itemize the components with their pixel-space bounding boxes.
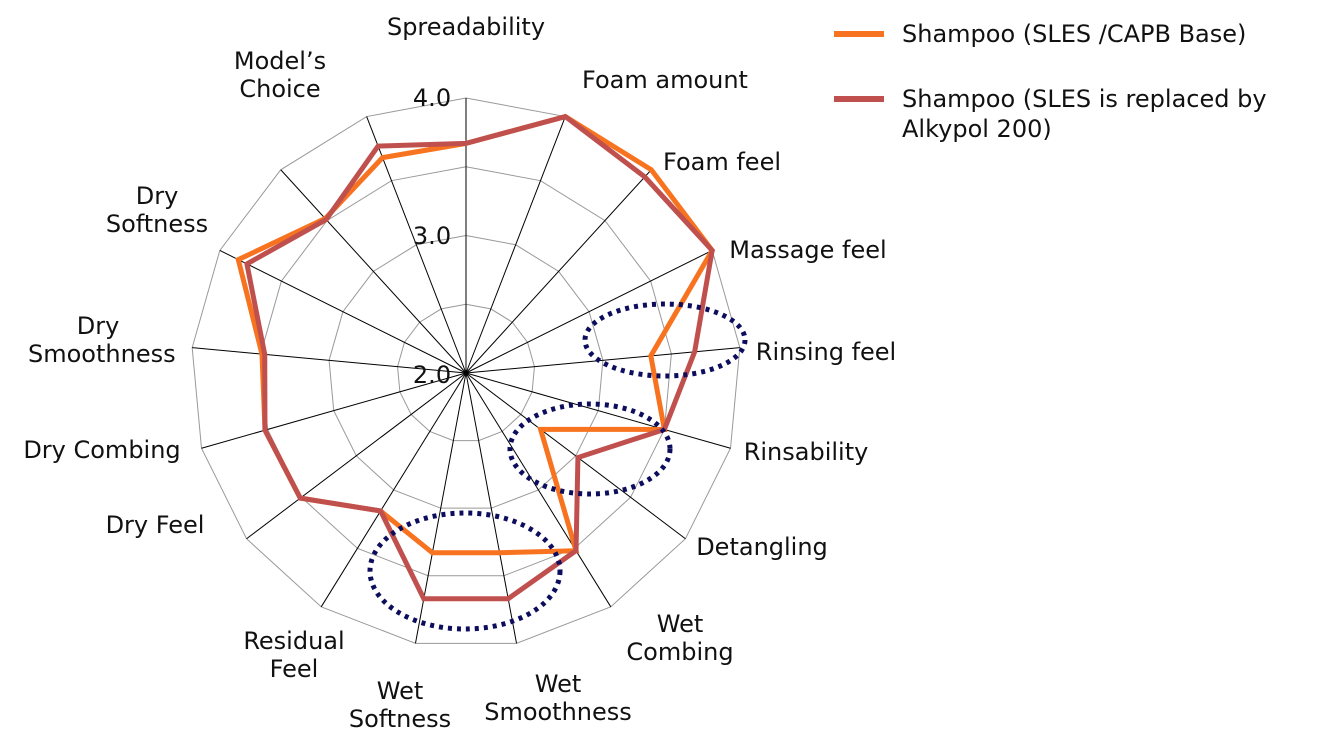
category-label: Wet Softness <box>348 677 452 731</box>
spoke <box>246 372 467 540</box>
category-label: Dry Feel <box>105 511 205 539</box>
category-label: Rinsability <box>743 438 869 466</box>
legend-label: Shampoo (SLES /CAPB Base) <box>902 20 1247 48</box>
spoke <box>465 372 731 449</box>
highlight-ellipse <box>507 401 673 497</box>
series-line <box>244 113 715 602</box>
spoke <box>320 372 467 608</box>
category-label: Massage feel <box>729 236 887 264</box>
spoke <box>201 372 467 449</box>
category-label: Spreadability <box>386 13 546 41</box>
grid-ring <box>260 166 672 577</box>
grid-ring <box>328 234 604 509</box>
highlight-ellipse <box>582 301 748 379</box>
highlight-ellipse <box>367 510 563 632</box>
category-label: Detangling <box>696 533 828 561</box>
tick-label: 4.0 <box>412 84 452 112</box>
spoke <box>280 169 467 374</box>
category-label: Dry Smoothness <box>28 312 176 368</box>
category-label: Wet Combing <box>626 610 734 666</box>
category-label: Residual Feel <box>243 627 345 683</box>
spoke <box>465 116 566 374</box>
category-label: Foam amount <box>582 66 748 94</box>
spoke <box>219 249 467 374</box>
legend-label: Shampoo (SLES is replaced by Alkypol 200… <box>902 85 1267 143</box>
tick-label: 2.0 <box>412 361 452 389</box>
category-label: Wet Smoothness <box>484 670 632 726</box>
spoke <box>465 347 740 374</box>
spoke <box>465 249 713 374</box>
series-line <box>235 113 716 556</box>
tick-label: 3.0 <box>412 221 452 250</box>
grid-ring <box>397 303 535 442</box>
category-label: Dry Softness <box>105 182 209 238</box>
spoke <box>465 169 652 374</box>
spoke <box>465 372 612 608</box>
category-label: Rinsing feel <box>755 338 897 366</box>
spoke <box>192 347 467 374</box>
category-label: Foam feel <box>663 148 781 176</box>
category-label: Dry Combing <box>23 436 181 464</box>
category-label: Model’s Choice <box>233 47 327 103</box>
